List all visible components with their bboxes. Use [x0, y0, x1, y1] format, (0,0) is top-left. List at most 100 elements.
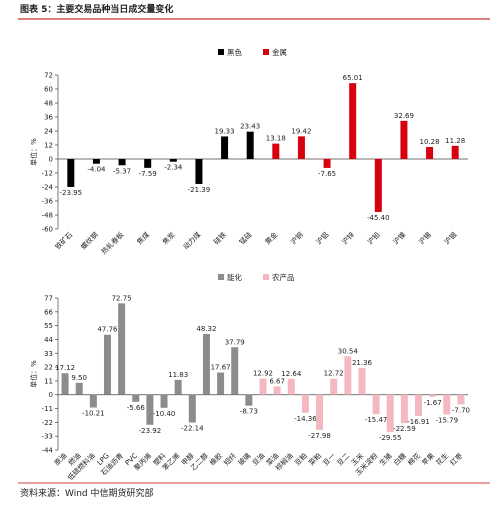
bar: [132, 394, 140, 402]
value-label: 13.18: [266, 135, 286, 143]
bar: [415, 394, 423, 416]
value-label: 32.69: [394, 112, 414, 120]
x-tick-label: 红枣: [448, 451, 464, 467]
bar: [231, 347, 239, 395]
legend-swatch: [218, 49, 224, 55]
bar: [118, 303, 126, 395]
value-label: -7.65: [318, 170, 336, 178]
value-label: 9.50: [71, 374, 87, 382]
x-tick-label: 焦炭: [160, 230, 176, 246]
legend-label: 黑色: [227, 47, 242, 57]
y-tick-label: 33: [44, 350, 53, 358]
bar: [358, 367, 366, 395]
y-tick-label: 12: [44, 142, 53, 150]
bar: [400, 394, 408, 424]
value-label: 47.76: [97, 326, 118, 334]
y-tick-label: -24: [42, 184, 54, 192]
value-label: -2.34: [164, 164, 183, 172]
value-label: 10.28: [420, 138, 440, 146]
legend-label: 农产品: [272, 272, 295, 282]
bar: [386, 394, 394, 432]
bar: [443, 394, 451, 415]
value-label: -16.91: [407, 418, 430, 426]
x-tick-label: 橡胶: [208, 451, 224, 467]
value-label: 6.67: [269, 377, 285, 385]
x-tick-label: 沪铜: [289, 230, 305, 246]
bar: [297, 136, 305, 159]
value-label: -5.66: [127, 404, 146, 412]
y-tick-label: 48: [44, 100, 53, 108]
legend-swatch: [263, 274, 269, 280]
y-tick-label: 24: [44, 128, 53, 136]
x-tick-label: 沪铝: [314, 230, 330, 246]
bar: [146, 394, 154, 425]
x-tick-label: 焦煤: [135, 230, 151, 246]
y-axis-label: 单位：%: [29, 360, 38, 388]
bar: [316, 394, 324, 430]
value-label: 65.01: [343, 74, 363, 82]
x-tick-label: 动力煤: [181, 230, 202, 251]
bar: [75, 382, 83, 395]
bar: [217, 372, 225, 395]
bar: [188, 394, 196, 423]
bar: [301, 394, 309, 413]
x-tick-label: 豆粕: [293, 451, 309, 467]
y-tick-label: 11: [44, 377, 53, 385]
bar: [272, 143, 280, 159]
y-tick-label: -33: [42, 433, 53, 441]
y-tick-label: 60: [44, 86, 53, 94]
value-label: 12.72: [324, 370, 344, 378]
y-tick-label: -44: [42, 447, 54, 455]
bar: [92, 159, 100, 164]
y-tick-label: 72: [44, 72, 53, 80]
source: 资料来源：Wind 中信期货研究部: [20, 487, 153, 499]
x-tick-label: 沪铅: [365, 230, 381, 246]
x-tick-label: 生猪: [377, 451, 393, 467]
y-tick-label: -12: [42, 170, 53, 178]
value-label: 19.42: [291, 127, 311, 135]
bar: [457, 394, 465, 405]
y-tick-label: 0: [49, 156, 53, 164]
x-tick-label: 铁矿石: [53, 230, 74, 251]
bar: [195, 159, 203, 184]
bar: [67, 159, 75, 187]
value-label: 11.83: [168, 371, 188, 379]
value-label: -27.98: [308, 432, 331, 440]
x-tick-label: 豆二: [336, 452, 352, 468]
value-label: 23.43: [240, 123, 260, 131]
bar: [174, 379, 182, 395]
value-label: -7.59: [139, 170, 157, 178]
value-label: 21.36: [352, 359, 373, 367]
legend-label: 金属: [272, 47, 287, 57]
value-label: -23.95: [60, 189, 83, 197]
value-label: 17.12: [55, 364, 75, 372]
value-label: -22.14: [181, 425, 204, 433]
value-label: -8.73: [240, 408, 258, 416]
legend-swatch: [263, 49, 269, 55]
x-tick-label: 锰硅: [237, 230, 253, 246]
value-label: -15.79: [436, 417, 459, 425]
bar: [429, 394, 437, 397]
value-label: 37.79: [225, 338, 245, 346]
value-label: -4.04: [87, 166, 106, 174]
x-tick-label: 花生: [434, 451, 450, 467]
x-tick-label: 沪锌: [340, 230, 356, 246]
value-label: -10.21: [82, 410, 105, 418]
x-tick-label: 菜粕: [307, 451, 323, 467]
value-label: 12.92: [253, 369, 273, 377]
value-label: 48.32: [196, 325, 216, 333]
value-label: -1.67: [424, 399, 442, 407]
bar: [61, 373, 69, 395]
x-tick-label: 热轧卷板: [99, 230, 125, 256]
value-label: 11.28: [445, 137, 465, 145]
x-tick-label: 螺纹钢: [79, 230, 100, 251]
bar: [349, 83, 357, 159]
y-tick-label: 55: [44, 322, 53, 330]
page-title: 图表 5：主要交易品种当日成交量变化: [20, 3, 173, 15]
value-label: -14.36: [294, 415, 317, 423]
x-tick-label: 白糖: [392, 451, 408, 467]
y-tick-label: -11: [42, 405, 53, 413]
value-label: -10.40: [153, 410, 176, 418]
value-label: -22.59: [393, 425, 416, 433]
